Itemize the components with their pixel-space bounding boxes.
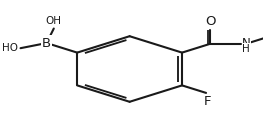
Text: HO: HO (2, 43, 18, 53)
Text: N: N (242, 37, 251, 50)
Text: O: O (205, 15, 216, 28)
Text: H: H (242, 43, 250, 54)
Text: B: B (42, 37, 51, 50)
Text: OH: OH (46, 16, 62, 26)
Text: F: F (204, 95, 211, 108)
